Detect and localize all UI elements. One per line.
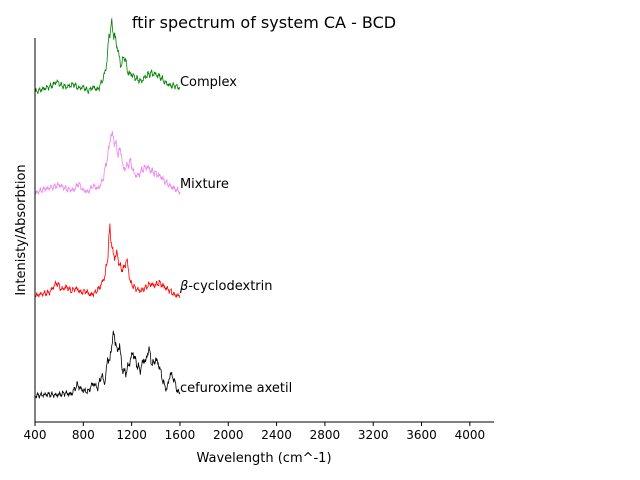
x-tick-label: 3600 [406,428,437,442]
series-line [34,130,181,195]
series-label: cefuroxime axetil [180,381,292,396]
chart-title: ftir spectrum of system CA - BCD [132,13,396,32]
x-tick-label: 800 [72,428,95,442]
x-ticks: 400 800 1200 1600 2000 2400 2800 3200 3600 4000 [24,422,486,442]
x-tick-label: 2400 [261,428,292,442]
x-tick-label: 400 [24,428,47,442]
series-label: Complex [180,75,237,90]
series-line [34,223,181,299]
x-tick-label: 1600 [165,428,196,442]
series-label: Mixture [180,177,229,192]
x-axis-label: Wavelength (cm^-1) [196,451,331,466]
x-tick-label: 2000 [213,428,244,442]
x-tick-label: 1200 [116,428,147,442]
x-tick-label: 3200 [358,428,389,442]
series-label: β-cyclodextrin [179,279,273,294]
plot-area: cefuroxime axetil β-cyclodextrin Mixture Co… [34,18,292,399]
x-tick-label: 4000 [455,428,486,442]
y-axis-label: Intenisty/Absorbtion [14,164,29,295]
series-line [34,330,181,399]
series-line [34,18,181,95]
x-tick-label: 2800 [310,428,341,442]
